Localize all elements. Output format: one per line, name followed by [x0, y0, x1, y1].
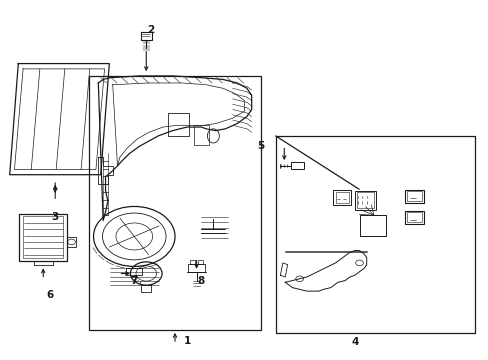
Bar [141, 285, 151, 292]
Bar [194, 125, 208, 145]
Text: 6: 6 [47, 290, 54, 300]
Bar [89, 76, 261, 330]
Bar [190, 260, 195, 264]
Bar [359, 215, 385, 237]
Text: 3: 3 [51, 212, 59, 222]
Bar [354, 190, 376, 210]
Bar [407, 212, 421, 222]
Bar [19, 213, 67, 261]
Bar [198, 260, 203, 264]
Bar [187, 264, 205, 272]
Text: 8: 8 [197, 275, 204, 285]
Bar [335, 192, 348, 203]
Text: 4: 4 [350, 337, 358, 347]
Bar [67, 237, 76, 247]
Text: 2: 2 [147, 25, 154, 35]
Bar [167, 113, 189, 136]
Bar [275, 136, 473, 333]
Bar [290, 162, 304, 169]
Bar [356, 192, 373, 208]
Text: 1: 1 [183, 336, 190, 346]
Bar [404, 189, 424, 203]
Bar [332, 190, 351, 205]
Bar [23, 216, 63, 258]
Bar [404, 211, 424, 224]
Text: 7: 7 [130, 275, 138, 285]
Text: 5: 5 [257, 141, 264, 152]
Bar [407, 191, 421, 201]
